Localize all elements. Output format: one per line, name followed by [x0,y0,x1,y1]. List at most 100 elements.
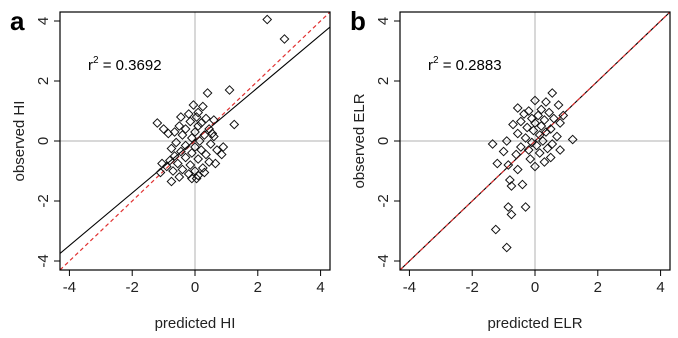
panel-a-point-58 [174,172,185,182]
panel-b-point-23 [512,128,523,139]
panel-a-point-27 [208,131,219,142]
panel-b-point-1 [530,95,540,106]
panel-a-y-tick-label-1: -2 [35,194,52,207]
panel-b-y-axis-title: observed ELR [351,93,368,188]
panel-a-x-tick-label-2: 0 [191,279,199,296]
panel-a-point-57 [193,170,204,181]
panel-b-point-39 [534,148,545,158]
panel-b-point-5 [536,104,547,115]
panel-a-y-tick-label-2: 0 [35,137,52,145]
panel-b-point-2 [541,97,551,107]
panel-b-point-24 [534,130,545,140]
panel-b-point-51 [503,202,514,212]
panel-a-point-60 [186,173,197,184]
panel-b-point-26 [520,133,531,143]
panel-b-point-38 [498,146,509,157]
panel-a-point-12 [185,116,196,127]
panel-b-point-3 [553,100,564,110]
panel-b-r-squared-label: r2 = 0.2883 [428,55,502,74]
panel-a-point-25 [199,130,210,140]
panel-b-point-35 [542,143,553,154]
panel-a-point-31 [205,139,216,149]
panel-b-point-7 [544,107,555,118]
panel-b: b -4 -2 0 2 4 -4 -2 0 2 4 predicted ELR observed ELR… [350,6,671,332]
panel-a-x-tick-label-4: 4 [316,279,324,296]
panel-a-point-38 [186,148,197,158]
panel-b-point-19 [522,122,533,133]
panel-a-point-7 [183,109,194,119]
panel-b-y-tick-label-1: -2 [375,194,392,207]
panel-b-point-53 [506,209,517,220]
panel-b-point-31 [547,139,558,149]
panel-a-x-tick-label-1: -2 [126,279,139,296]
panel-a-point-28 [186,133,197,143]
panel-a-point-24 [177,130,188,140]
panel-b-x-tick-label-0: -4 [403,279,416,296]
panel-b-y-tick-label-4: 4 [375,17,392,25]
panel-a-y-tick-label-0: -4 [35,254,52,267]
panel-a-point-18 [158,124,169,134]
panel-a-point-50 [197,163,208,173]
panel-b-point-25 [552,131,562,142]
panel-a-point-48 [210,158,221,169]
panel-b-identity-line [400,12,670,270]
panel-a-point-35 [196,145,207,155]
panel-a-point-61 [166,176,177,187]
panel-a-point-44 [164,155,175,166]
panel-a-point-42 [180,152,191,163]
panel-a-point-23 [163,128,174,139]
panel-b-point-6 [523,106,534,116]
panel-a-point-21 [169,127,180,137]
panel-a-point-47 [185,160,196,170]
panel-a-point-4 [188,100,199,110]
panel-b-point-45 [503,160,514,170]
panel-b-point-16 [555,118,566,128]
panel-b-point-20 [545,124,556,134]
panel-b-y-tick-label-3: 2 [375,77,392,85]
panel-a-letter: a [10,6,25,36]
panel-a-point-2 [224,85,235,95]
panel-b-point-11 [526,113,537,124]
panel-b-point-8 [519,109,529,119]
panel-a-point-22 [190,127,200,137]
panel-a-r-squared-label: r2 = 0.3692 [88,55,162,74]
panel-b-point-28 [537,136,548,146]
panel-a-point-3 [202,88,213,98]
panel-a-point-1 [279,34,290,44]
panel-a-point-37 [175,146,186,157]
panel-a-point-8 [175,112,186,122]
panel-a-point-55 [155,167,166,178]
panel-a-y-tick-label-3: 2 [35,77,52,85]
panel-b-point-27 [567,134,578,145]
panel-a-fit-line [60,26,330,254]
panel-b-x-tick-label-4: 4 [656,279,664,296]
panel-b-point-40 [511,149,522,160]
panel-b-point-50 [506,181,517,191]
panel-a-point-53 [168,166,178,176]
panel-a-point-43 [193,154,204,164]
panel-a-point-19 [180,124,191,134]
panel-a-point-40 [169,151,180,161]
panel-a-point-62 [218,142,229,152]
panel-a-point-20 [204,124,215,134]
panel-b-point-9 [558,110,569,121]
panel-b-point-17 [508,119,518,130]
panel-b-point-41 [545,152,556,163]
panel-b-x-tick-label-3: 2 [594,279,602,296]
panel-a-point-33 [190,142,200,152]
panel-a-point-30 [171,137,182,148]
panel-b-point-4 [512,103,523,113]
panel-b-point-44 [492,158,503,169]
panel-b-point-49 [517,179,528,190]
panel-a-point-32 [180,140,191,151]
panel-b-point-52 [520,202,531,212]
panel-a-point-29 [194,136,205,146]
panel-b-point-55 [501,242,512,253]
panel-a-identity-line [60,12,330,270]
panel-a-point-59 [191,173,202,184]
panel-b-point-33 [531,140,542,151]
panel-a-point-36 [212,145,222,155]
panel-b-point-22 [541,127,551,137]
panel-a-point-0 [262,14,273,25]
